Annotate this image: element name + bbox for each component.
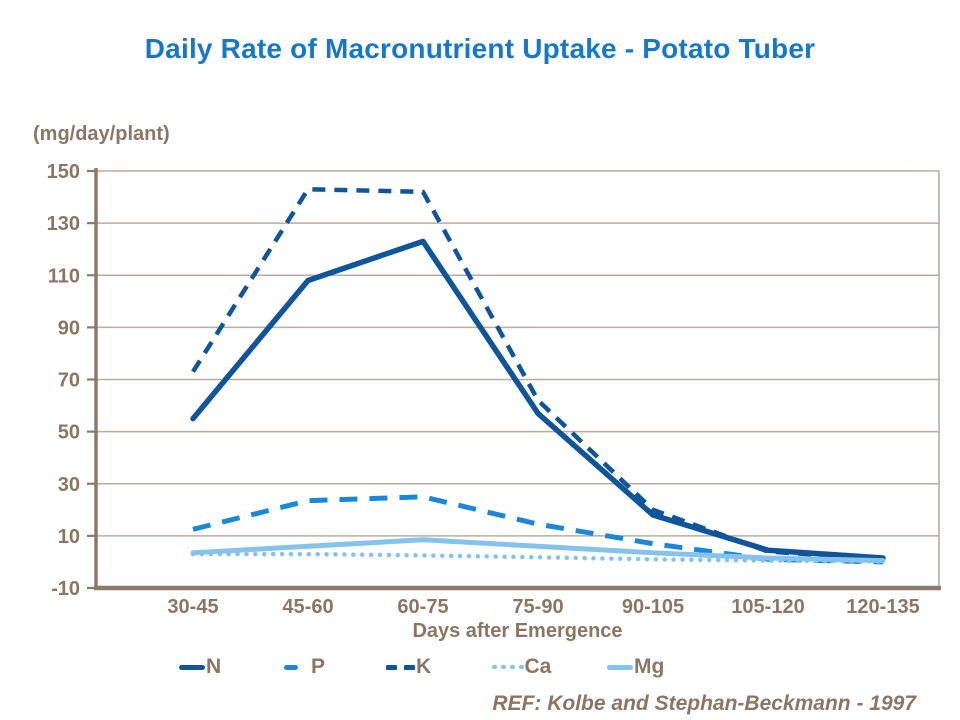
- svg-text:150: 150: [47, 161, 80, 183]
- k-series-dash-swatch: [386, 664, 415, 670]
- mg-series-line-swatch: [607, 664, 633, 670]
- legend-label-n: N: [206, 655, 222, 678]
- legend-item-ca: Ca: [492, 654, 551, 680]
- legend-label-ca: Ca: [524, 655, 552, 678]
- svg-text:130: 130: [47, 213, 80, 235]
- chart-title: Daily Rate of Macronutrient Uptake - Pot…: [144, 33, 816, 64]
- ca-series-dot-swatch: [492, 664, 524, 670]
- y-axis-unit-label: (mg/day/plant): [33, 123, 170, 145]
- legend-item-p: P: [284, 654, 325, 680]
- svg-text:105-120: 105-120: [731, 596, 804, 618]
- n-series-line-swatch: [179, 664, 205, 670]
- svg-text:70: 70: [58, 370, 80, 392]
- svg-text:60-75: 60-75: [397, 596, 448, 618]
- svg-text:110: 110: [48, 265, 80, 287]
- svg-text:45-60: 45-60: [282, 596, 333, 618]
- legend-item-mg: Mg: [607, 654, 664, 680]
- svg-text:50: 50: [58, 422, 80, 444]
- legend-label-mg: Mg: [634, 655, 665, 678]
- reference-citation: REF: Kolbe and Stephan-Beckmann - 1997: [492, 692, 916, 715]
- legend-item-n: N: [179, 654, 221, 680]
- svg-text:30-45: 30-45: [167, 596, 218, 618]
- legend-label-k: K: [416, 655, 432, 678]
- svg-text:30: 30: [58, 474, 80, 496]
- svg-text:90: 90: [58, 317, 80, 339]
- svg-text:75-90: 75-90: [512, 596, 563, 618]
- svg-text:90-105: 90-105: [622, 596, 684, 618]
- svg-text:-10: -10: [51, 578, 80, 600]
- chart-legend: N P K Ca Mg: [0, 654, 960, 680]
- svg-text:10: 10: [58, 526, 80, 548]
- legend-item-k: K: [386, 654, 431, 680]
- p-series-dash-swatch: [284, 664, 298, 670]
- x-axis-title: Days after Emergence: [412, 620, 623, 642]
- svg-text:120-135: 120-135: [846, 596, 919, 618]
- legend-label-p: P: [311, 655, 326, 678]
